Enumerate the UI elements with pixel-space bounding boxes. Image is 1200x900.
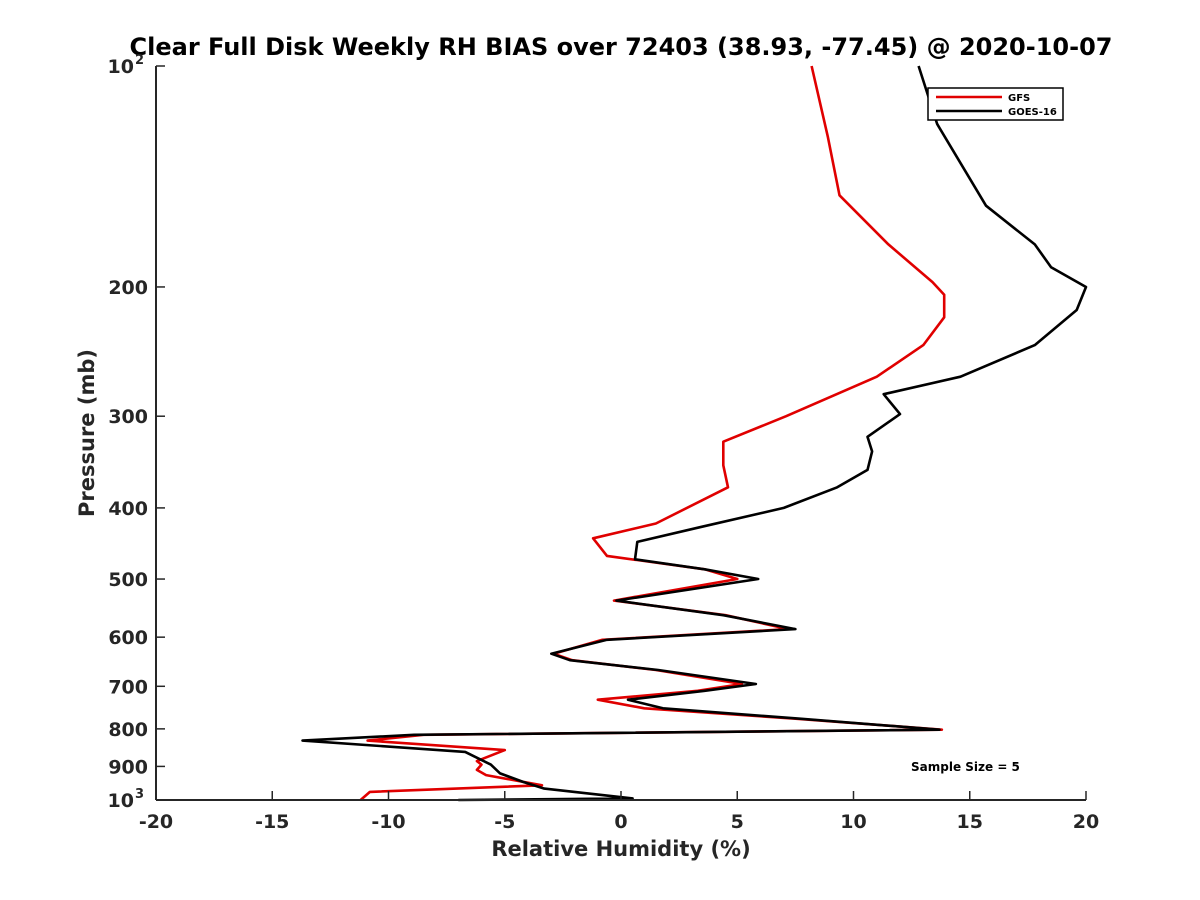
legend: GFS GOES-16	[927, 87, 1064, 121]
y-tick-label: 900	[108, 756, 148, 778]
legend-label-goes16: GOES-16	[1008, 107, 1057, 118]
y-tick-label: 200	[108, 277, 148, 299]
x-tick-label: 15	[957, 811, 983, 833]
sample-size-annotation: Sample Size = 5	[911, 760, 1020, 774]
x-tick-label: -10	[371, 811, 405, 833]
series-line-goes16	[301, 65, 1088, 802]
x-tick-label: 5	[731, 811, 744, 833]
x-tick-label: 20	[1073, 811, 1099, 833]
plot-area: -20 -15 -10 -5 0 5 10 15 20 10 220030040050060070…	[108, 53, 1100, 833]
y-tick-label: 700	[108, 676, 148, 698]
legend-box	[927, 87, 1064, 121]
x-tick-label: -15	[255, 811, 289, 833]
x-tick-label: 10	[840, 811, 866, 833]
y-tick-label-base: 10	[108, 56, 134, 78]
y-tick-label-exponent: 3	[135, 787, 144, 802]
y-tick-label: 800	[108, 719, 148, 741]
y-tick-label: 400	[108, 498, 148, 520]
y-tick-label-exponent: 2	[135, 53, 144, 68]
chart-title: Clear Full Disk Weekly RH BIAS over 7240…	[130, 33, 1113, 61]
x-axis-ticks: -20 -15 -10 -5 0 5 10 15 20	[139, 791, 1099, 833]
y-tick-label: 600	[108, 627, 148, 649]
y-axis-label: Pressure (mb)	[75, 349, 99, 517]
x-axis-label: Relative Humidity (%)	[491, 837, 750, 861]
series-lines	[301, 65, 1088, 802]
x-tick-label: 0	[614, 811, 627, 833]
y-tick-label-base: 10	[108, 790, 134, 812]
axes-background	[156, 66, 1086, 800]
y-tick-label: 300	[108, 406, 148, 428]
legend-label-gfs: GFS	[1008, 93, 1030, 104]
x-tick-label: -20	[139, 811, 173, 833]
y-tick-label: 500	[108, 569, 148, 591]
x-tick-label: -5	[494, 811, 515, 833]
